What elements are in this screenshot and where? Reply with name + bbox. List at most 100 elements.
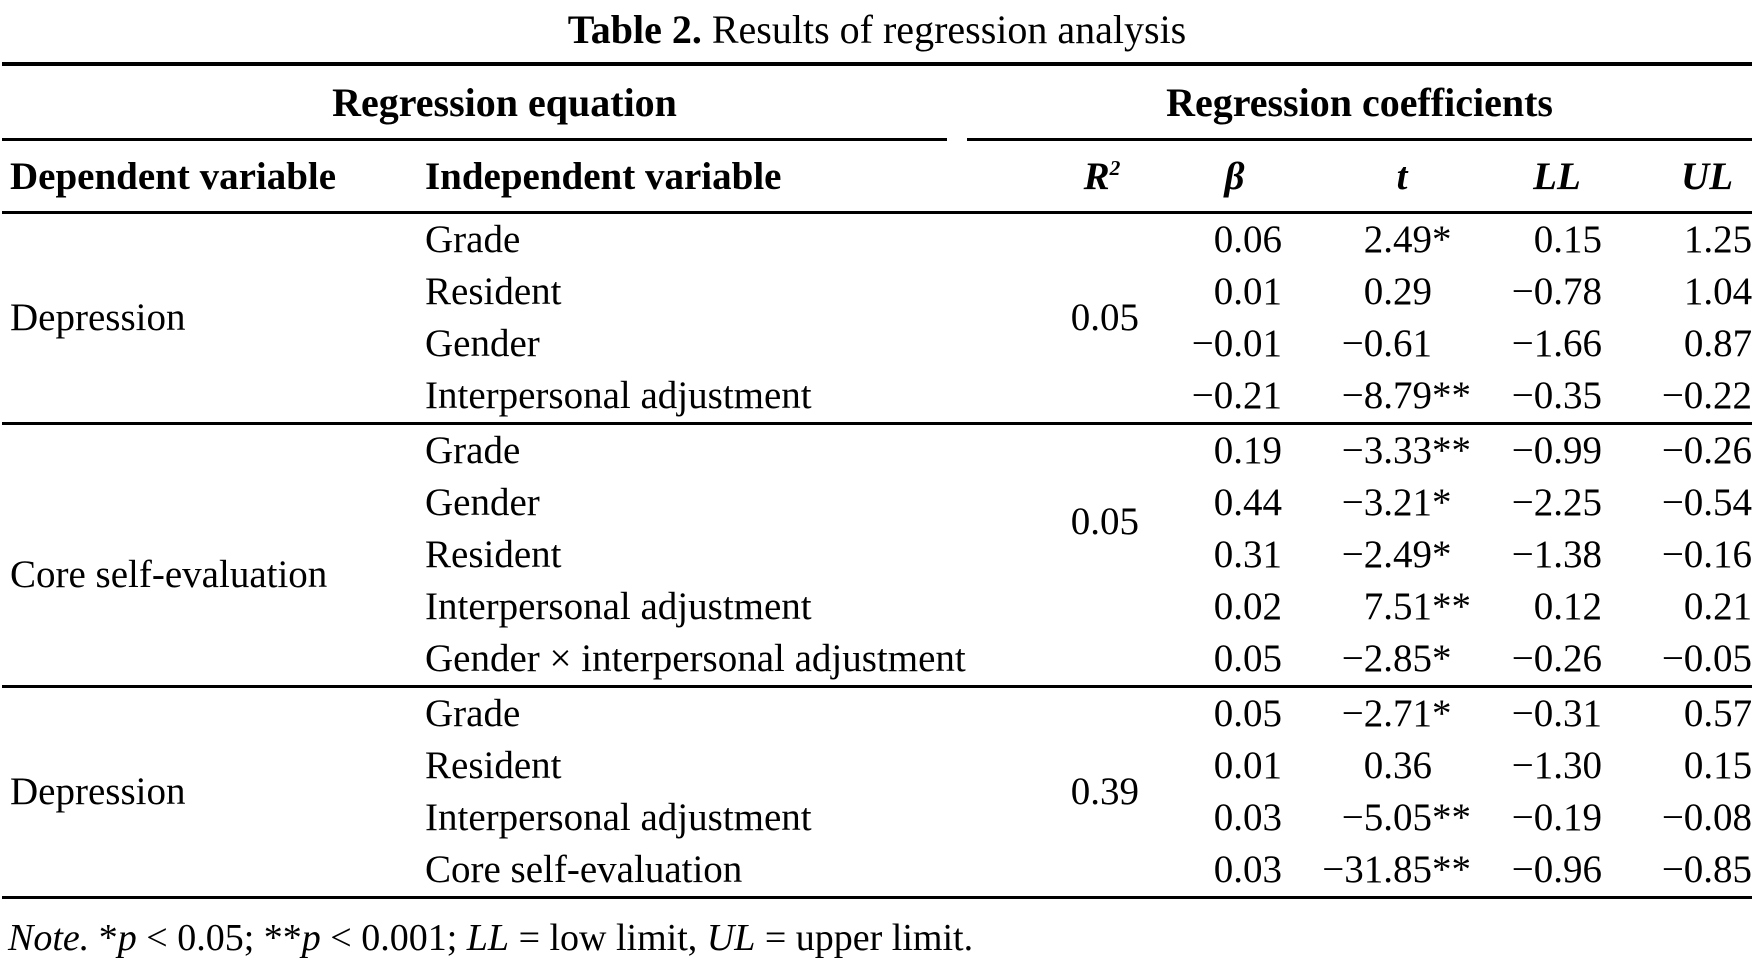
independent-cell: Gender × interpersonal adjustment (425, 637, 966, 680)
ll-cell: −0.78 (1511, 270, 1602, 313)
header-gap (947, 139, 967, 214)
r2-cell: 0.39 (967, 685, 1139, 898)
group-header-row: Regression equation Regression coefficie… (2, 64, 1753, 141)
table-row: Interpersonal adjustment −0.21 −8.79** −… (2, 370, 1752, 424)
page-title: Table 2. Results of regression analysis (0, 0, 1754, 62)
ul-cell: 1.25 (1683, 218, 1753, 261)
ul-cell: 0.87 (1683, 322, 1753, 365)
note-ul-abbrev: UL (706, 917, 756, 959)
ul-cell: −0.22 (1661, 374, 1753, 417)
table-row: Gender −0.01 −0.61 −1.66 0.87 (2, 318, 1752, 370)
ll-cell: 0.15 (1533, 218, 1602, 261)
independent-cell: Interpersonal adjustment (425, 796, 812, 839)
header-gap (947, 64, 967, 140)
beta-cell: 0.44 (1213, 481, 1282, 524)
independent-cell: Gender (425, 481, 540, 524)
beta-cell: 0.01 (1213, 270, 1282, 313)
beta-cell: −0.21 (1191, 374, 1282, 417)
r2-cell: 0.05 (1070, 296, 1139, 339)
ll-cell: 0.12 (1533, 585, 1602, 628)
beta-cell: 0.01 (1213, 744, 1282, 787)
independent-cell: Interpersonal adjustment (425, 585, 812, 628)
t-cell: 2.49* (1363, 218, 1452, 261)
note-label: Note. (8, 917, 90, 959)
independent-cell: Interpersonal adjustment (425, 374, 812, 417)
ul-cell: 0.21 (1683, 585, 1753, 628)
t-cell: −2.85* (1341, 637, 1452, 680)
t-cell: −2.49* (1341, 533, 1452, 576)
beta-cell: 0.06 (1213, 218, 1282, 261)
table-row: Interpersonal adjustment 0.02 7.51** 0.1… (2, 581, 1752, 633)
r2-cell: 0.05 (967, 422, 1139, 687)
ll-cell: −0.19 (1511, 796, 1602, 839)
beta-cell: 0.02 (1213, 585, 1282, 628)
beta-cell: 0.05 (1139, 685, 1282, 740)
beta-cell: 0.31 (1213, 533, 1282, 576)
independent-cell: Resident (425, 533, 562, 576)
t-cell: 0.36 (1363, 744, 1432, 787)
table-row: Core self-evaluation Grade 0.05 0.19 −3.… (2, 422, 1753, 687)
col-header-dependent-variable: Dependent variable (2, 139, 417, 214)
column-header-row: Dependent variable Independent variable … (2, 139, 1753, 214)
table-title-text: Results of regression analysis (711, 7, 1187, 52)
dependent-variable-cell: Depression (2, 685, 417, 898)
dependent-variable-cell: Core self-evaluation (2, 422, 417, 687)
independent-cell: Grade (425, 218, 521, 261)
ul-cell: −0.05 (1661, 637, 1753, 680)
ul-cell: −0.08 (1661, 796, 1753, 839)
col-header-t: t (1282, 139, 1432, 214)
ul-cell: 0.57 (1602, 685, 1753, 740)
independent-cell: Gender (425, 322, 540, 365)
ll-cell: −0.99 (1432, 422, 1602, 477)
table-number-label: Table 2. (567, 7, 702, 52)
ul-cell: −0.85 (1661, 848, 1753, 891)
col-header-r2: R2 (967, 139, 1139, 214)
ll-cell: −0.31 (1432, 685, 1602, 740)
table-row: Core self-evaluation 0.03 −31.85** −0.96… (2, 844, 1752, 898)
group-header-regression-coefficients: Regression coefficients (967, 64, 1753, 141)
beta-cell: 0.03 (1213, 796, 1282, 839)
t-cell: 7.51** (1363, 585, 1471, 628)
col-header-ul: UL (1602, 139, 1753, 214)
beta-cell: −0.01 (1191, 322, 1282, 365)
t-cell: −2.71* (1282, 685, 1452, 740)
table-row: Gender 0.44 −3.21* −2.25 −0.54 (2, 477, 1752, 529)
ll-cell: −1.66 (1511, 322, 1602, 365)
ll-cell: −0.26 (1511, 637, 1602, 680)
t-cell: −31.85** (1322, 848, 1471, 891)
table-row: Resident 0.01 0.29 −0.78 1.04 (2, 266, 1752, 318)
ul-cell: 1.04 (1683, 270, 1753, 313)
ll-cell: −1.38 (1511, 533, 1602, 576)
table-row: Resident 0.01 0.36 −1.30 0.15 (2, 740, 1752, 792)
ll-cell: −0.35 (1511, 374, 1602, 417)
t-cell: −0.61 (1341, 322, 1432, 365)
t-cell: 0.29 (1363, 270, 1432, 313)
ul-cell: −0.16 (1661, 533, 1753, 576)
col-header-beta: β (1139, 139, 1282, 214)
ul-cell: −0.26 (1602, 422, 1753, 477)
independent-cell: Resident (425, 744, 562, 787)
beta-cell: 0.05 (1213, 637, 1282, 680)
table-row: Depression Grade 0.39 0.05 −2.71* −0.31 … (2, 685, 1753, 898)
col-header-independent-variable: Independent variable (417, 139, 947, 214)
independent-cell: Core self-evaluation (425, 848, 743, 891)
regression-table: Regression equation Regression coefficie… (2, 62, 1753, 899)
note-ll-abbrev: LL (466, 917, 510, 959)
beta-cell: 0.19 (1139, 422, 1282, 477)
t-cell: −3.33** (1282, 422, 1471, 477)
t-cell: −8.79** (1341, 374, 1471, 417)
table-row: Gender × interpersonal adjustment 0.05 −… (2, 633, 1752, 687)
t-cell: −3.21* (1341, 481, 1452, 524)
col-header-ll: LL (1432, 139, 1602, 214)
independent-cell: Resident (425, 270, 562, 313)
t-cell: −5.05** (1341, 796, 1471, 839)
ul-cell: −0.54 (1661, 481, 1753, 524)
independent-cell: Grade (417, 685, 967, 740)
ll-cell: −1.30 (1511, 744, 1602, 787)
ul-cell: 0.15 (1683, 744, 1753, 787)
table-row: Depression Grade 0.05 0.06 2.49* 0.15 1.… (2, 213, 1753, 339)
table-note: Note. *p < 0.05; **p < 0.001; LL = low l… (8, 917, 974, 959)
independent-cell: Grade (417, 422, 967, 477)
group-header-regression-equation: Regression equation (2, 64, 947, 141)
table-row: Resident 0.31 −2.49* −1.38 −0.16 (2, 529, 1752, 581)
